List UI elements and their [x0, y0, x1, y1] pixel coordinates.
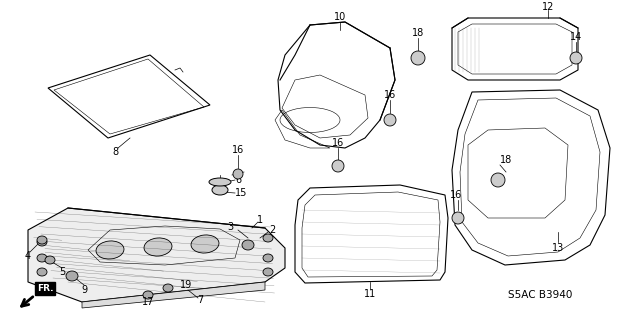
Ellipse shape — [191, 235, 219, 253]
Circle shape — [570, 52, 582, 64]
Circle shape — [452, 212, 464, 224]
Text: 18: 18 — [500, 155, 512, 165]
Circle shape — [332, 160, 344, 172]
Text: 3: 3 — [227, 222, 233, 232]
Circle shape — [411, 51, 425, 65]
Text: 7: 7 — [197, 295, 203, 305]
Text: 10: 10 — [334, 12, 346, 22]
Ellipse shape — [212, 185, 228, 195]
Text: 9: 9 — [81, 285, 87, 295]
Ellipse shape — [263, 234, 273, 242]
Ellipse shape — [209, 178, 231, 186]
Text: 12: 12 — [542, 2, 554, 12]
Ellipse shape — [242, 240, 254, 250]
Text: 16: 16 — [332, 138, 344, 148]
Circle shape — [233, 169, 243, 179]
Text: 8: 8 — [112, 147, 118, 157]
Text: 15: 15 — [235, 188, 248, 198]
Ellipse shape — [163, 284, 173, 292]
Text: 16: 16 — [232, 145, 244, 155]
Ellipse shape — [66, 271, 78, 281]
Text: 16: 16 — [384, 90, 396, 100]
Ellipse shape — [96, 241, 124, 259]
Text: 19: 19 — [180, 280, 192, 290]
Text: 13: 13 — [552, 243, 564, 253]
Text: 2: 2 — [269, 225, 275, 235]
Ellipse shape — [37, 238, 47, 246]
Text: 5: 5 — [59, 267, 65, 277]
Ellipse shape — [37, 254, 47, 262]
Ellipse shape — [143, 291, 153, 299]
Text: FR.: FR. — [37, 284, 54, 293]
Ellipse shape — [263, 254, 273, 262]
Text: 17: 17 — [142, 297, 154, 307]
Circle shape — [491, 173, 505, 187]
Text: 18: 18 — [412, 28, 424, 38]
Polygon shape — [82, 282, 265, 308]
Text: 4: 4 — [25, 251, 31, 261]
Polygon shape — [28, 208, 285, 302]
Circle shape — [384, 114, 396, 126]
Text: 14: 14 — [570, 32, 582, 42]
Text: 11: 11 — [364, 289, 376, 299]
Ellipse shape — [45, 256, 55, 264]
Ellipse shape — [144, 238, 172, 256]
Ellipse shape — [37, 268, 47, 276]
Text: 6: 6 — [235, 175, 241, 185]
Ellipse shape — [263, 268, 273, 276]
Text: 16: 16 — [450, 190, 462, 200]
Text: 1: 1 — [257, 215, 263, 225]
Text: S5AC B3940: S5AC B3940 — [508, 290, 572, 300]
Ellipse shape — [37, 236, 47, 244]
